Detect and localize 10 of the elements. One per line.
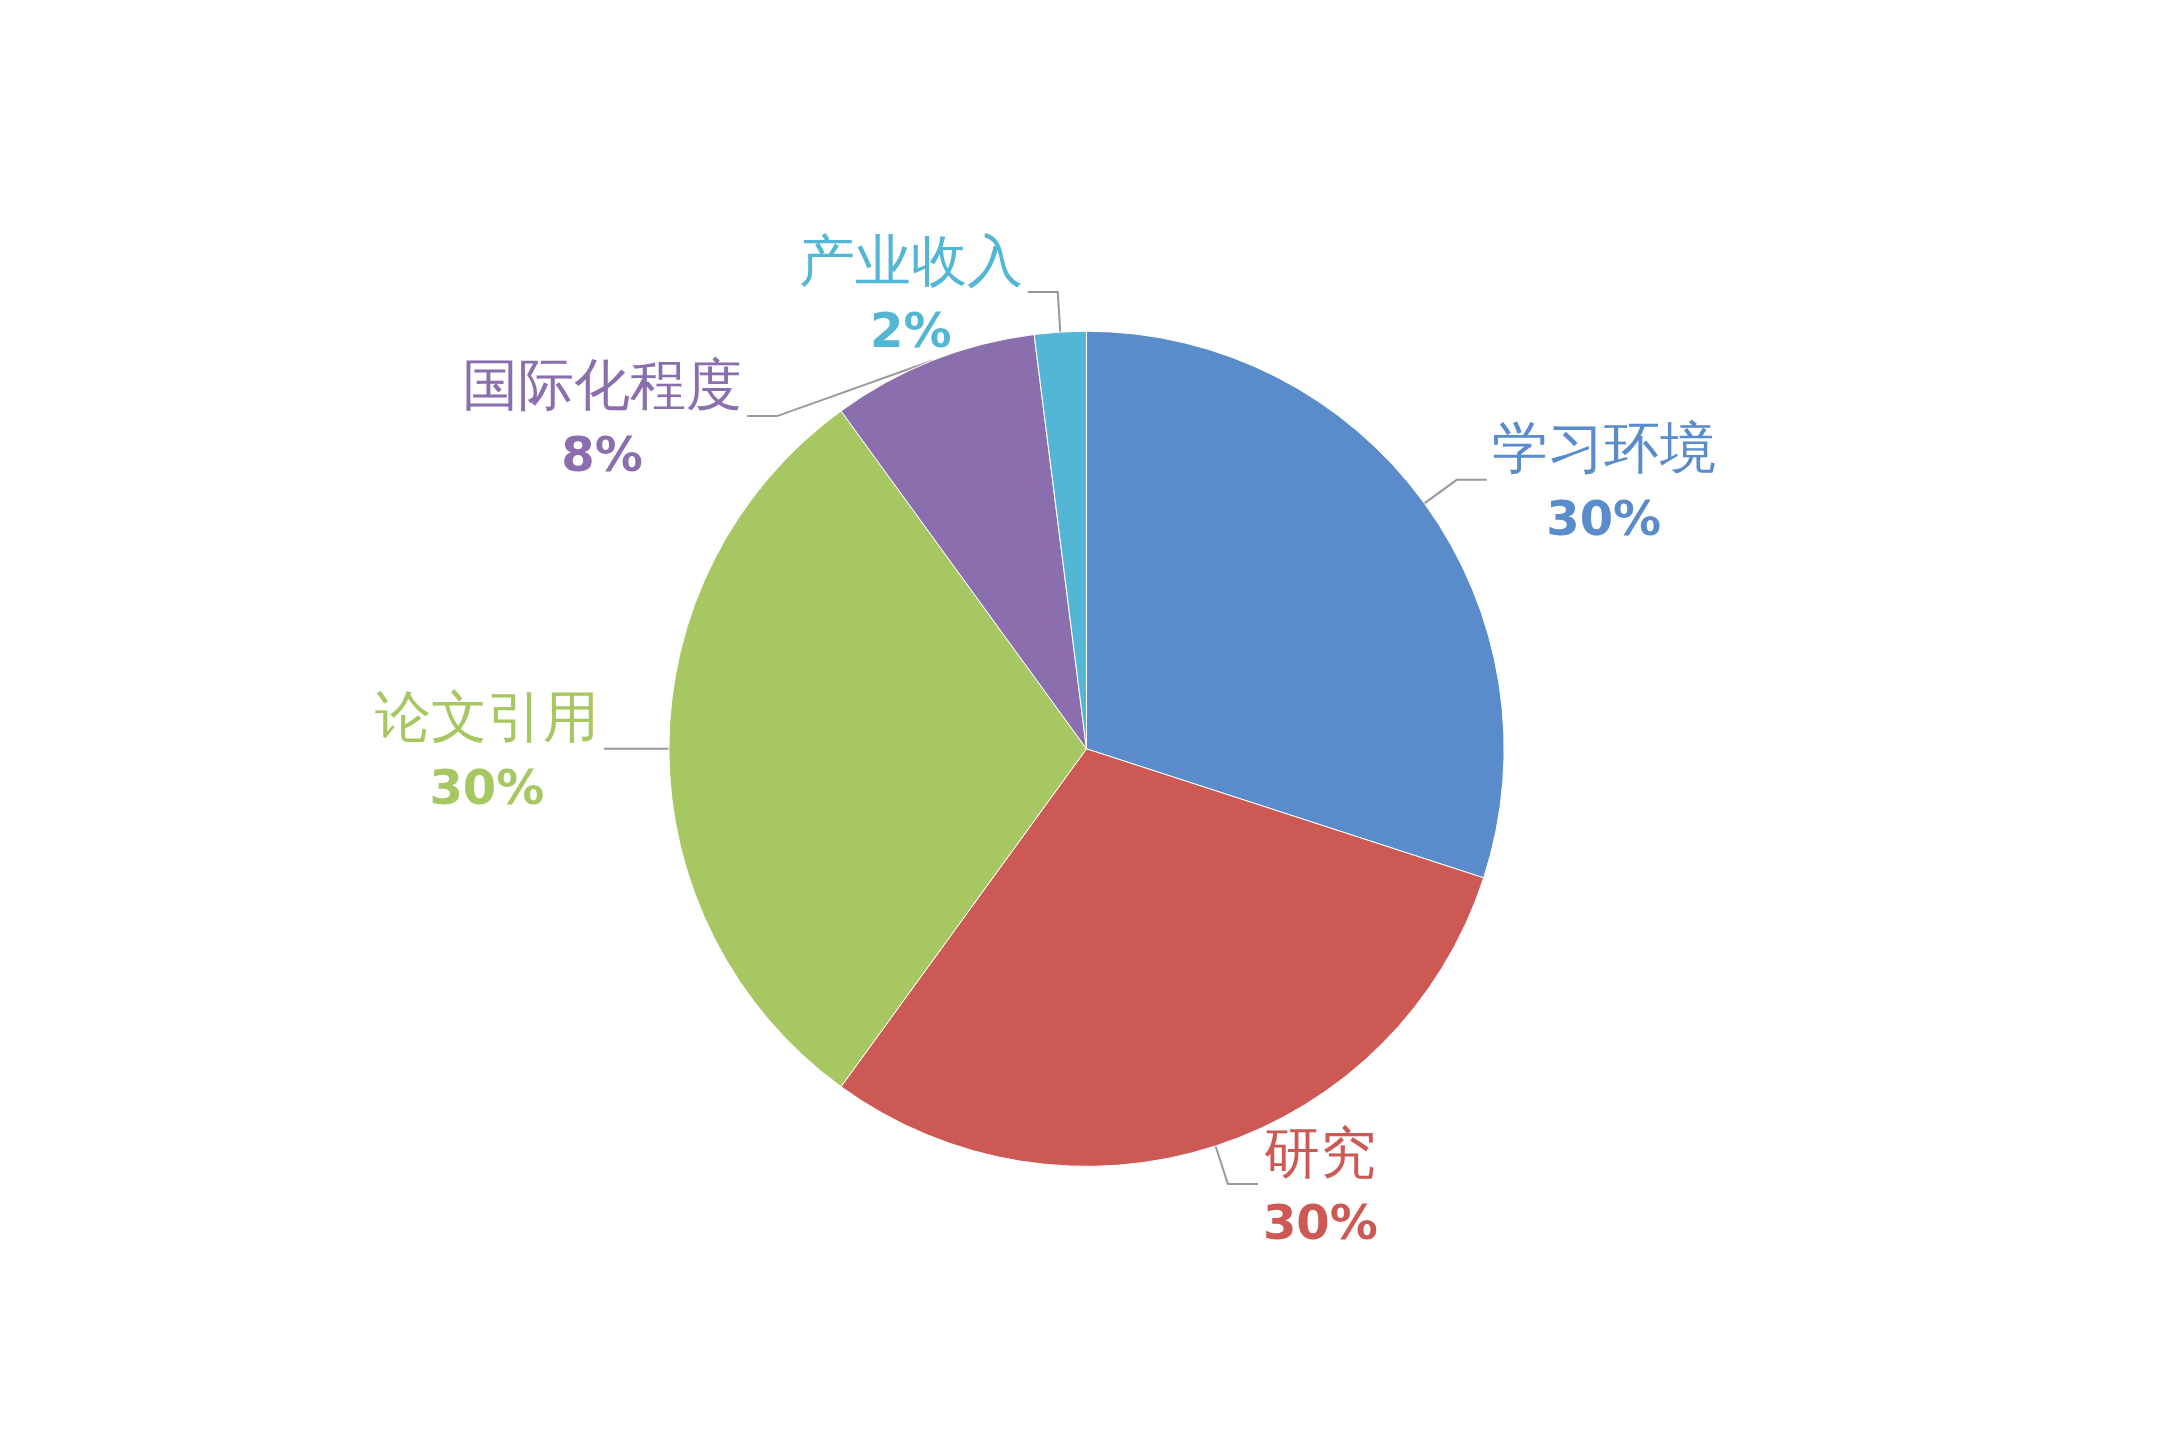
slice-label: 学习环境 bbox=[1491, 415, 1716, 481]
slice-label: 国际化程度 bbox=[462, 351, 743, 417]
slice-label: 研究 bbox=[1264, 1119, 1377, 1185]
data-label: 30% bbox=[1546, 489, 1662, 546]
data-label: 30% bbox=[1262, 1194, 1378, 1250]
data-label: 8% bbox=[561, 426, 643, 483]
slice-label: 产业收入 bbox=[798, 227, 1023, 293]
data-label: 2% bbox=[870, 302, 952, 359]
slice-label: 论文引用 bbox=[374, 684, 599, 750]
data-label: 30% bbox=[429, 758, 545, 815]
